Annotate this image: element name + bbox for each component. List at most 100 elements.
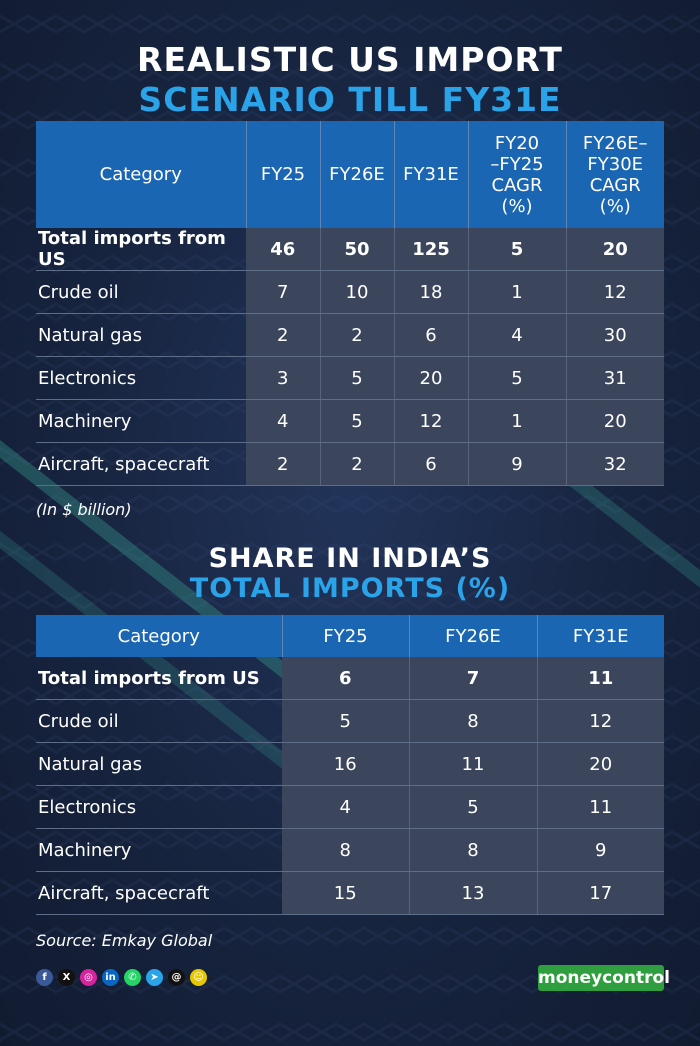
social-share-bar: f X ◎ in ✆ ➤ @ ☺ [36,969,207,986]
cell-value: 5 [320,356,395,400]
cell-value: 10 [320,270,395,314]
cell-value: 2 [246,442,321,486]
cell-value: 9 [537,828,664,872]
header-category: Category [36,615,283,657]
row-label: Crude oil [36,699,282,743]
main-title-line2: SCENARIO TILL FY31E [138,80,562,119]
snapchat-icon[interactable]: ☺ [190,969,207,986]
header-fy25: FY25 [246,121,321,228]
header-fy31e: FY31E [394,121,469,228]
cell-value: 32 [566,442,664,486]
row-label: Electronics [36,356,246,400]
cell-value: 9 [468,442,567,486]
cell-value: 6 [282,657,410,700]
unit-note: (In $ billion) [36,500,132,519]
cell-value: 5 [320,399,395,443]
row-label: Aircraft, spacecraft [36,442,246,486]
cell-value: 12 [566,270,664,314]
cell-value: 5 [468,228,567,271]
cell-value: 5 [282,699,410,743]
cell-value: 12 [537,699,664,743]
cell-value: 2 [320,313,395,357]
section-title-line2: TOTAL IMPORTS (%) [189,573,511,604]
import-share-table: Category FY25 FY26E FY31E Total imports … [36,615,664,915]
cell-value: 6 [394,313,469,357]
cell-value: 12 [394,399,469,443]
table-header-row: Category FY25 FY26E FY31E FY20 –FY25 CAG… [36,121,664,228]
table-row: Machinery 8 8 9 [36,828,664,872]
cell-value: 20 [566,399,664,443]
cell-value: 46 [246,228,321,271]
row-label: Aircraft, spacecraft [36,871,282,915]
cell-value: 1 [468,399,567,443]
table-row: Natural gas 2 2 6 4 30 [36,313,664,357]
table-row: Electronics 4 5 11 [36,785,664,829]
moneycontrol-logo[interactable]: moneycontrol [538,965,670,991]
facebook-icon[interactable]: f [36,969,53,986]
cell-value: 4 [468,313,567,357]
cell-value: 20 [566,228,664,271]
table-row: Machinery 4 5 12 1 20 [36,399,664,443]
header-category: Category [36,121,247,228]
cell-value: 50 [320,228,395,271]
threads-icon[interactable]: @ [168,969,185,986]
cell-value: 3 [246,356,321,400]
table-row: Total imports from US 46 50 125 5 20 [36,228,664,271]
cell-value: 15 [282,871,410,915]
table-row: Electronics 3 5 20 5 31 [36,356,664,400]
whatsapp-icon[interactable]: ✆ [124,969,141,986]
table-row: Aircraft, spacecraft 2 2 6 9 32 [36,442,664,486]
cell-value: 8 [409,699,538,743]
cell-value: 6 [394,442,469,486]
main-title-line1: REALISTIC US IMPORT [137,40,563,79]
cell-value: 13 [409,871,538,915]
cell-value: 2 [320,442,395,486]
cell-value: 20 [394,356,469,400]
header-cagr-fy20-fy25: FY20 –FY25 CAGR (%) [468,121,567,228]
row-label: Natural gas [36,313,246,357]
cell-value: 11 [537,785,664,829]
us-import-table: Category FY25 FY26E FY31E FY20 –FY25 CAG… [36,121,664,486]
table-header-row: Category FY25 FY26E FY31E [36,615,664,657]
cell-value: 16 [282,742,410,786]
row-label: Machinery [36,399,246,443]
x-icon[interactable]: X [58,969,75,986]
telegram-icon[interactable]: ➤ [146,969,163,986]
table-row: Crude oil 5 8 12 [36,699,664,743]
section-title-line1: SHARE IN INDIA’S [208,543,492,574]
cell-value: 20 [537,742,664,786]
cell-value: 125 [394,228,469,271]
cell-value: 17 [537,871,664,915]
row-label: Total imports from US [36,657,282,700]
cell-value: 8 [409,828,538,872]
cell-value: 5 [409,785,538,829]
cell-value: 18 [394,270,469,314]
header-fy31e: FY31E [537,615,664,657]
table-row: Crude oil 7 10 18 1 12 [36,270,664,314]
row-label: Machinery [36,828,282,872]
cell-value: 4 [246,399,321,443]
cell-value: 11 [409,742,538,786]
cell-value: 31 [566,356,664,400]
cell-value: 2 [246,313,321,357]
table-row: Total imports from US 6 7 11 [36,657,664,700]
cell-value: 8 [282,828,410,872]
cell-value: 7 [409,657,538,700]
cell-value: 7 [246,270,321,314]
header-fy26e: FY26E [409,615,538,657]
linkedin-icon[interactable]: in [102,969,119,986]
cell-value: 4 [282,785,410,829]
source-note: Source: Emkay Global [36,931,213,950]
cell-value: 1 [468,270,567,314]
table-row: Natural gas 16 11 20 [36,742,664,786]
cell-value: 30 [566,313,664,357]
table-row: Aircraft, spacecraft 15 13 17 [36,871,664,915]
cell-value: 11 [537,657,664,700]
row-label: Electronics [36,785,282,829]
instagram-icon[interactable]: ◎ [80,969,97,986]
cell-value: 5 [468,356,567,400]
row-label: Crude oil [36,270,246,314]
row-label: Total imports from US [36,228,246,271]
header-fy25: FY25 [282,615,410,657]
header-cagr-fy26e-fy30e: FY26E– FY30E CAGR (%) [566,121,664,228]
